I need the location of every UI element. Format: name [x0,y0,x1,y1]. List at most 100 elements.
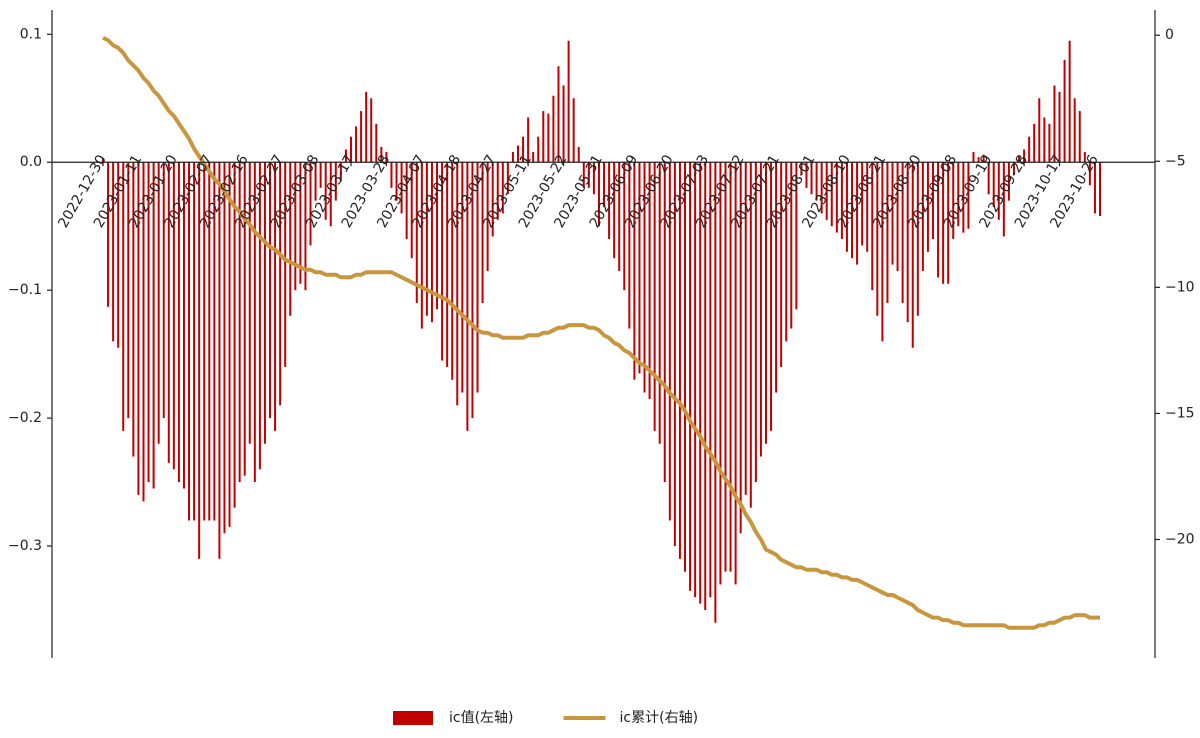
bar [334,162,337,201]
bar [253,162,256,483]
bar [658,162,661,444]
bar [532,152,535,163]
bar [456,162,459,406]
bar [425,162,428,316]
bar [684,162,687,572]
bar [896,162,899,271]
bar [542,111,545,163]
bar [967,162,970,229]
bar [952,162,955,240]
bar [790,162,793,329]
bar [861,162,864,246]
bar [982,154,985,163]
bar [754,162,757,483]
bar [263,162,266,444]
bar [638,162,641,374]
bar [699,162,702,604]
y2-tick-label: −5 [1165,153,1186,169]
bar [127,162,130,419]
bar [805,162,808,188]
bar [522,136,525,163]
bar [987,162,990,195]
bar [147,162,150,483]
bar [516,145,519,163]
bar [744,162,747,495]
bar [157,162,160,444]
bar [198,162,201,559]
bar [866,162,869,252]
bar [587,162,590,188]
bar [785,162,788,342]
bar [1068,40,1071,163]
bar [309,162,312,246]
bar [1033,123,1036,163]
bar [871,162,874,291]
bar [926,162,929,252]
bar [764,162,767,444]
bar [1043,117,1046,163]
bar [552,95,555,163]
bar [294,162,297,291]
bar [673,162,676,547]
bar [410,162,413,259]
bar [223,162,226,534]
bar [592,162,595,195]
bar [582,162,585,188]
bar [496,162,499,220]
bar [931,162,934,240]
bar [107,162,110,307]
bar [466,162,469,431]
bar [1078,111,1081,163]
bar [304,162,307,291]
bar [901,162,904,303]
bar [613,162,616,259]
bar [719,162,722,585]
bar [441,162,444,361]
bar [446,162,449,367]
bar [527,117,530,163]
bar [1093,162,1096,214]
bar [547,113,550,163]
bar [921,162,924,271]
bar [724,162,727,572]
bar [395,162,398,201]
bar [193,162,196,521]
bar [132,162,135,457]
bar [188,162,191,521]
bar [162,162,165,419]
y-tick-label: −0.2 [8,410,42,426]
bar [618,162,621,271]
bar [856,162,859,265]
y-tick-label: −0.1 [8,282,42,298]
bar [405,162,408,240]
bar [906,162,909,323]
bar [289,162,292,316]
bar [653,162,656,431]
bar [390,162,393,188]
bar [213,162,216,521]
bar [663,162,666,483]
bar [339,162,342,182]
bar [562,85,565,163]
bar [248,162,251,444]
bar [780,162,783,367]
bar [603,162,606,208]
bar [572,98,575,163]
bar [881,162,884,342]
bar [1028,136,1031,163]
bar [233,162,236,508]
y2-tick-label: 0 [1165,27,1174,43]
y2-tick-label: −10 [1165,279,1195,295]
bar [511,152,514,163]
bar [689,162,692,591]
bar [344,149,347,163]
bar [274,162,277,431]
bar [365,91,368,163]
bar [122,162,125,431]
bar [911,162,914,348]
bar [1018,155,1021,163]
bar [1002,162,1005,237]
bar [1063,59,1066,163]
bar [167,162,170,463]
